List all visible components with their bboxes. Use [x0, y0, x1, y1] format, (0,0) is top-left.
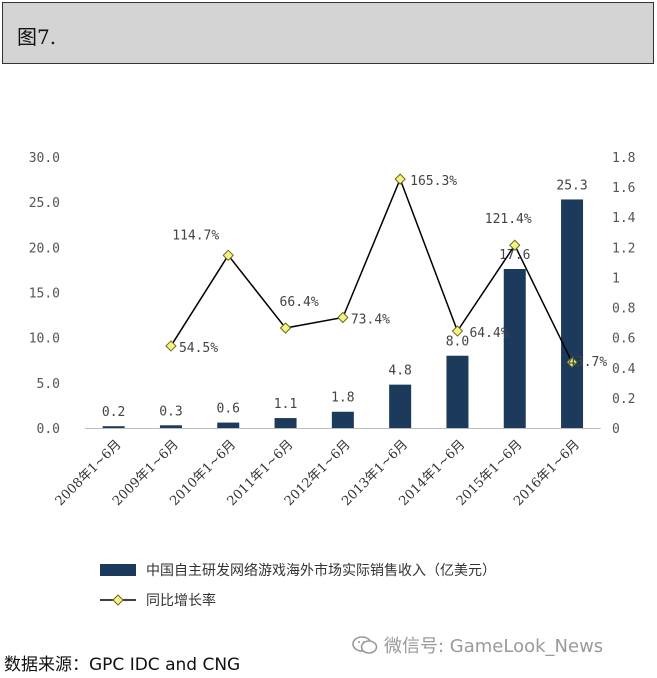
bar-value-label: 1.1: [274, 397, 297, 412]
bar: [446, 355, 469, 428]
y2-tick-label: 0.8: [612, 302, 635, 317]
bar: [217, 422, 240, 428]
bar: [331, 411, 354, 428]
line-value-label: 114.7%: [172, 228, 219, 243]
y-tick-label: 0.0: [37, 422, 60, 437]
y2-tick-label: 0.4: [612, 362, 636, 377]
line-point: [451, 325, 464, 337]
line-value-label: 64.4%: [469, 326, 508, 341]
bar: [102, 426, 125, 428]
line-value-labels: 54.5% 114.7% 66.4% 73.4% 165.3% 64.4% 121.4% 43…: [172, 174, 607, 370]
y-tick-label: 30.0: [29, 151, 60, 166]
page-title: 图7.: [17, 25, 57, 49]
bar-value-label: 1.8: [331, 391, 354, 406]
line-value-label: 54.5%: [179, 341, 218, 356]
bar-value-label: 25.3: [556, 178, 587, 193]
y2-tick-label: 1.8: [612, 151, 635, 166]
wechat-icon: [352, 636, 378, 654]
y-tick-label: 15.0: [29, 287, 60, 302]
y-tick-label: 25.0: [29, 196, 60, 211]
y2-tick-label: 0.6: [612, 332, 635, 347]
bar-value-label: 0.3: [159, 404, 182, 419]
bar-series: [102, 199, 584, 428]
line-value-label: 121.4%: [485, 212, 532, 227]
line-point: [279, 322, 292, 334]
bar-value-label: 8.0: [446, 335, 469, 350]
legend-line-marker: [112, 594, 124, 606]
bar-value-label: 0.2: [102, 405, 125, 420]
bar-value-label: 0.6: [217, 402, 240, 417]
right-axis-ticks: 0 0.2 0.4 0.6 0.8 1 1.2 1.4 1.6 1.8: [612, 151, 636, 437]
line-point: [337, 311, 349, 324]
bar-value-label: 17.6: [499, 248, 530, 263]
header-bar: 图7.: [2, 2, 654, 64]
line-value-label: 165.3%: [410, 174, 457, 189]
legend-bar-label: 中国自主研发网络游戏海外市场实际销售收入（亿美元）: [146, 562, 496, 579]
bar-value-label: 4.8: [388, 364, 411, 379]
legend: 中国自主研发网络游戏海外市场实际销售收入（亿美元） 同比增长率: [100, 562, 496, 609]
legend-line-label: 同比增长率: [146, 592, 216, 609]
source-note: 数据来源：GPC IDC and CNG: [4, 655, 241, 675]
line-series: [165, 173, 578, 368]
legend-bar-swatch: [100, 564, 136, 576]
left-axis-ticks: 0.0 5.0 10.0 15.0 20.0 25.0 30.0: [29, 151, 60, 437]
bar: [159, 425, 182, 428]
bar: [274, 418, 297, 428]
watermark: 微信号: GameLook_News: [352, 632, 603, 658]
y-tick-label: 20.0: [29, 241, 60, 256]
y2-tick-label: 1: [612, 271, 620, 286]
line-point: [394, 173, 406, 185]
line-point: [222, 249, 234, 262]
line-value-label: 66.4%: [280, 295, 319, 310]
y2-tick-label: 1.2: [612, 241, 635, 256]
line-point: [566, 356, 578, 368]
bar: [389, 384, 412, 428]
bar-value-labels: 0.2 0.3 0.6 1.1 1.8 4.8 8.0 17.6 25.3: [102, 178, 588, 420]
x-axis-labels: 2008年1~6月2009年1~6月2010年1~6月2011年1~6月2012…: [53, 437, 583, 509]
line-point: [509, 239, 521, 251]
y-tick-label: 5.0: [37, 377, 60, 392]
watermark-text: 微信号: GameLook_News: [384, 636, 604, 657]
y2-tick-label: 0: [612, 422, 620, 437]
line-value-label: 43.7%: [568, 355, 607, 370]
y2-tick-label: 1.4: [612, 211, 636, 226]
line-value-label: 73.4%: [351, 312, 390, 327]
line-point: [165, 340, 177, 352]
bar: [561, 199, 584, 428]
growth-line: [170, 177, 573, 363]
chart: 0.0 5.0 10.0 15.0 20.0 25.0 30.0 0 0.2 0.4 0.6 0.8…: [29, 151, 636, 609]
y2-tick-label: 0.2: [612, 392, 635, 407]
y-tick-label: 10.0: [29, 332, 60, 347]
bar: [503, 269, 526, 428]
y2-tick-label: 1.6: [612, 181, 635, 196]
